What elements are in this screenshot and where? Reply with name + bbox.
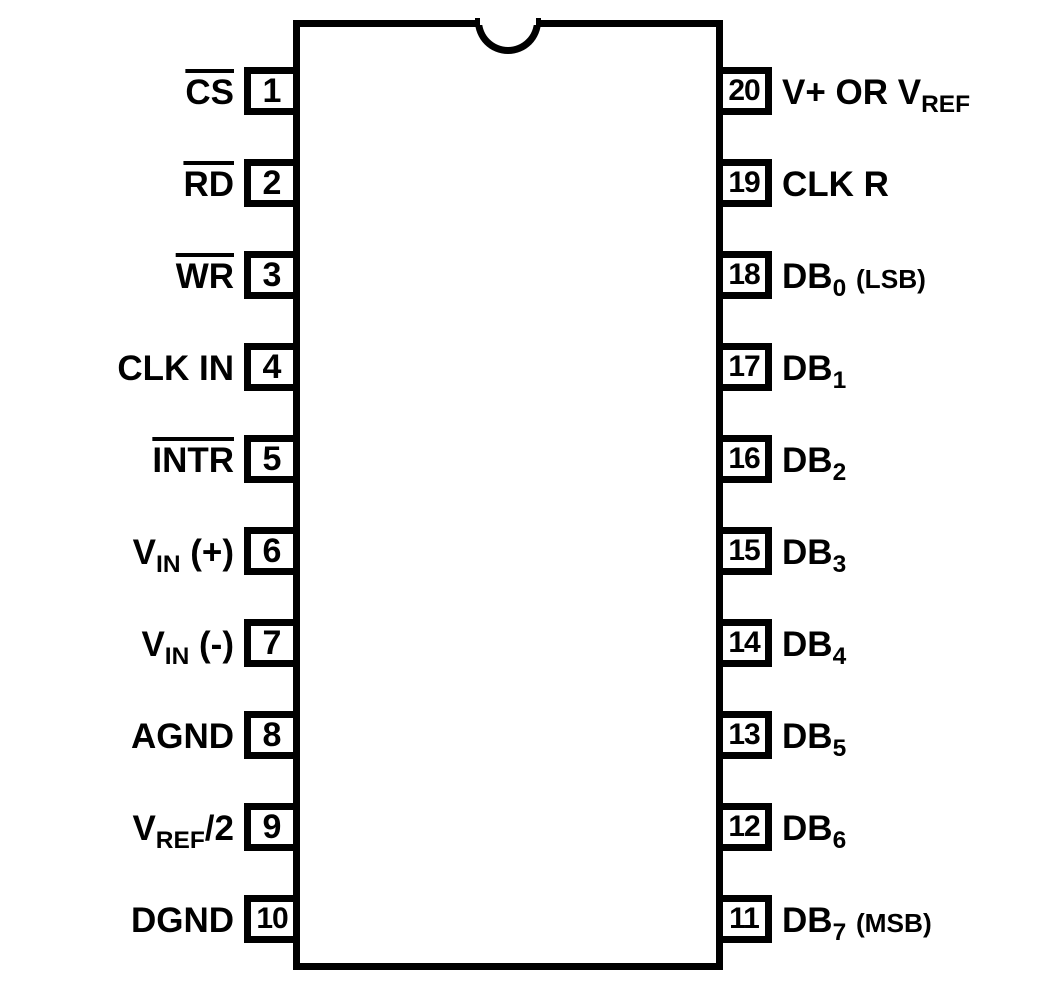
pin-number-2: 2 [263, 166, 282, 200]
pin-box-8: 8 [244, 711, 300, 759]
chip-notch-cover [480, 15, 536, 25]
pin-number-18: 18 [728, 260, 759, 290]
pin-label-12: DB6 [782, 811, 846, 854]
pin-box-1: 1 [244, 67, 300, 115]
pin-number-8: 8 [263, 718, 282, 752]
pin-label-20: V+ OR VREF [782, 75, 970, 118]
pin-number-4: 4 [263, 350, 282, 384]
pin-box-11: 11 [716, 895, 772, 943]
pin-box-3: 3 [244, 251, 300, 299]
pin-label-15: DB3 [782, 535, 846, 578]
pin-number-6: 6 [263, 534, 282, 568]
pin-number-13: 13 [728, 720, 759, 750]
pin-number-10: 10 [256, 904, 287, 934]
pin-label-10: DGND [131, 903, 234, 938]
pin-box-16: 16 [716, 435, 772, 483]
pin-label-3: WR [176, 259, 234, 294]
pin-number-17: 17 [728, 352, 759, 382]
pin-label-14: DB4 [782, 627, 846, 670]
pin-box-2: 2 [244, 159, 300, 207]
pin-label-18: DB0 (LSB) [782, 259, 926, 302]
pin-number-16: 16 [728, 444, 759, 474]
chip-body [293, 20, 723, 970]
pin-box-9: 9 [244, 803, 300, 851]
pin-label-16: DB2 [782, 443, 846, 486]
pin-box-5: 5 [244, 435, 300, 483]
pin-box-14: 14 [716, 619, 772, 667]
pin-box-19: 19 [716, 159, 772, 207]
pin-box-10: 10 [244, 895, 300, 943]
pin-number-7: 7 [263, 626, 282, 660]
pin-box-12: 12 [716, 803, 772, 851]
pin-label-17: DB1 [782, 351, 846, 394]
pin-number-5: 5 [263, 442, 282, 476]
pin-label-6: VIN (+) [133, 535, 234, 578]
pin-label-2: RD [183, 167, 234, 202]
ic-pinout-diagram: 1 CS 2 RD 3 WR 4 CLK IN 5 INTR 6 VIN (+) 7 VIN (-) 8 AG… [0, 0, 1051, 995]
pin-number-1: 1 [263, 74, 282, 108]
pin-box-17: 17 [716, 343, 772, 391]
pin-label-11: DB7 (MSB) [782, 903, 932, 946]
pin-label-8: AGND [131, 719, 234, 754]
pin-box-20: 20 [716, 67, 772, 115]
pin-label-7: VIN (-) [141, 627, 234, 670]
pin-number-12: 12 [728, 812, 759, 842]
pin-label-4: CLK IN [117, 351, 234, 386]
pin-number-3: 3 [263, 258, 282, 292]
pin-label-1: CS [185, 75, 234, 110]
pin-box-7: 7 [244, 619, 300, 667]
pin-box-13: 13 [716, 711, 772, 759]
pin-box-4: 4 [244, 343, 300, 391]
pin-number-20: 20 [728, 76, 759, 106]
pin-number-19: 19 [728, 168, 759, 198]
pin-number-14: 14 [728, 628, 759, 658]
pin-label-5: INTR [152, 443, 234, 478]
pin-label-19: CLK R [782, 167, 889, 202]
pin-number-9: 9 [263, 810, 282, 844]
pin-box-6: 6 [244, 527, 300, 575]
pin-box-15: 15 [716, 527, 772, 575]
pin-label-13: DB5 [782, 719, 846, 762]
pin-label-9: VREF/2 [132, 811, 234, 854]
pin-box-18: 18 [716, 251, 772, 299]
pin-number-11: 11 [729, 904, 759, 934]
pin-number-15: 15 [728, 536, 759, 566]
